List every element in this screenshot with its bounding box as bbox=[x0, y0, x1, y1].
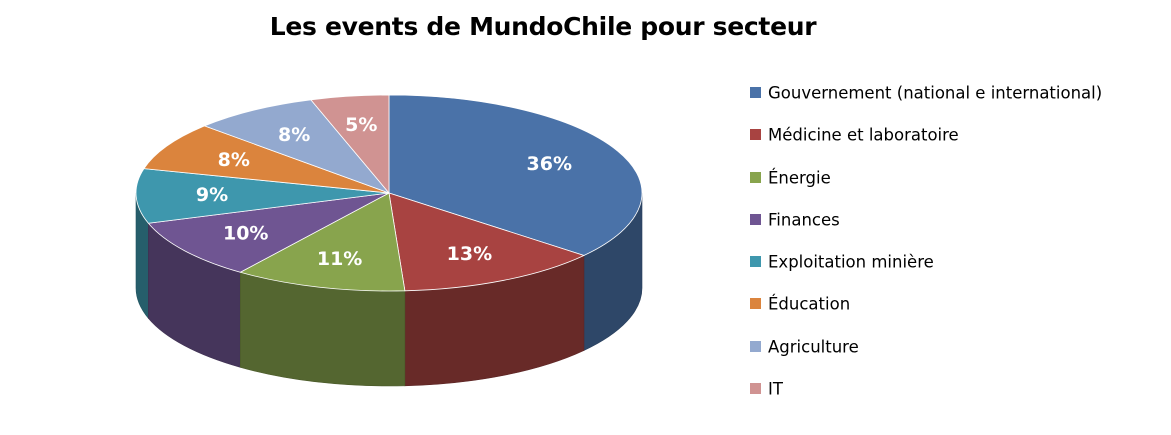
pie-slice bbox=[388, 94, 643, 256]
slice-percent-label: 8% bbox=[278, 124, 310, 146]
legend-swatch bbox=[750, 298, 761, 310]
pie-slice bbox=[135, 168, 390, 224]
legend-label: Finances bbox=[768, 210, 840, 230]
slice-percent-label: 8% bbox=[218, 149, 250, 171]
pie-labels: 36% 13% 11% 10% 9% 8% 8% 5% bbox=[196, 114, 572, 270]
legend-item: Finances bbox=[750, 207, 1102, 249]
pie-slice bbox=[204, 99, 390, 194]
legend-item: Exploitation minière bbox=[750, 249, 1102, 291]
legend-swatch bbox=[750, 340, 761, 352]
pie-slice bbox=[310, 94, 390, 194]
legend-item: Agriculture bbox=[750, 334, 1102, 376]
legend-swatch bbox=[750, 129, 761, 141]
slice-percent-label: 11% bbox=[317, 248, 362, 270]
slice-percent-label: 36% bbox=[527, 153, 572, 175]
legend-label: IT bbox=[768, 379, 783, 399]
legend-label: Énergie bbox=[768, 168, 831, 188]
pie-top bbox=[135, 94, 643, 292]
slice-percent-label: 10% bbox=[223, 222, 268, 244]
legend-label: Éducation bbox=[768, 294, 851, 314]
pie-sides bbox=[135, 192, 643, 387]
pie-slice bbox=[143, 125, 390, 194]
legend-label: Exploitation minière bbox=[768, 252, 934, 272]
legend-label: Médicine et laboratoire bbox=[768, 125, 959, 145]
legend-item: Médicine et laboratoire bbox=[750, 122, 1102, 164]
legend-swatch bbox=[750, 171, 761, 183]
legend-swatch bbox=[750, 213, 761, 225]
slice-percent-label: 13% bbox=[447, 243, 492, 265]
legend-label: Agriculture bbox=[768, 337, 859, 357]
legend-item: Énergie bbox=[750, 165, 1102, 207]
pie-slice bbox=[388, 192, 585, 292]
legend-swatch bbox=[750, 383, 761, 395]
pie-slice bbox=[239, 192, 406, 292]
legend-swatch bbox=[750, 256, 761, 268]
legend-item: Gouvernement (national e international) bbox=[750, 80, 1102, 122]
legend: Gouvernement (national e international) M… bbox=[750, 80, 1102, 418]
slice-percent-label: 9% bbox=[196, 184, 228, 206]
legend-item: IT bbox=[750, 376, 1102, 418]
legend-swatch bbox=[750, 87, 761, 98]
legend-item: Éducation bbox=[750, 291, 1102, 333]
slice-percent-label: 5% bbox=[345, 114, 377, 136]
pie-slice bbox=[147, 192, 390, 273]
legend-label: Gouvernement (national e international) bbox=[768, 83, 1103, 103]
chart-title: Les events de MundoChile pour secteur bbox=[269, 12, 817, 41]
